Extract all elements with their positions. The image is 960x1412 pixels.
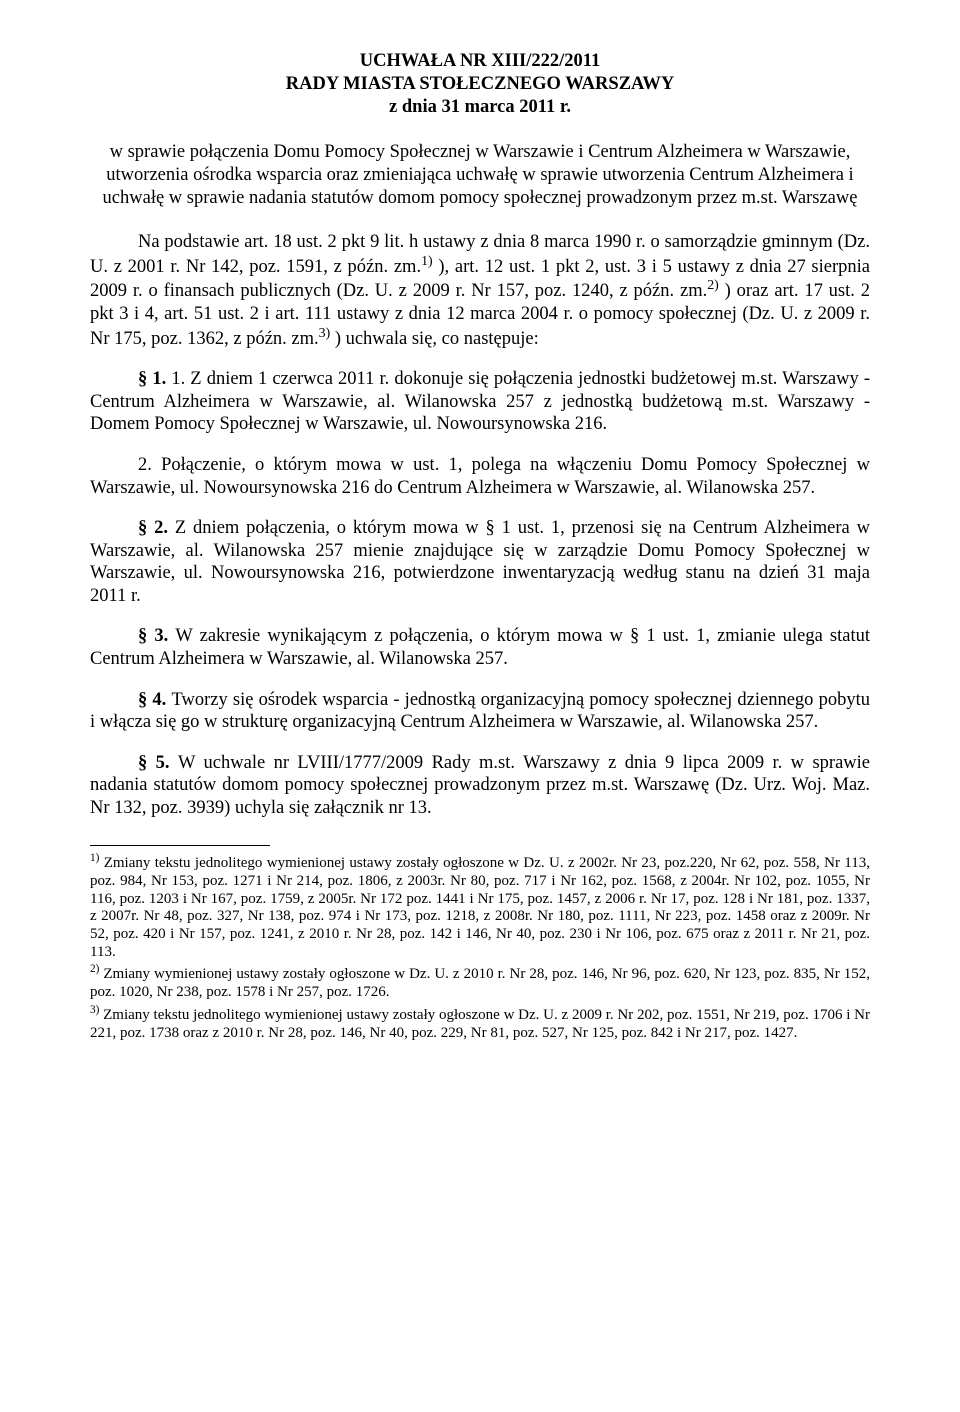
footnote-1-text: Zmiany tekstu jednolitego wymienionej us…: [90, 855, 870, 959]
resolution-subject: w sprawie połączenia Domu Pomocy Społecz…: [90, 141, 870, 209]
section-5-lead: § 5.: [138, 753, 178, 773]
section-5: § 5. W uchwale nr LVIII/1777/2009 Rady m…: [90, 752, 870, 820]
section-1-1: § 1. 1. Z dniem 1 czerwca 2011 r. dokonu…: [90, 368, 870, 436]
section-2-lead: § 2.: [138, 518, 175, 538]
section-4-lead: § 4.: [138, 690, 172, 710]
section-4: § 4. Tworzy się ośrodek wsparcia - jedno…: [90, 689, 870, 734]
section-1-lead: § 1.: [138, 369, 171, 389]
resolution-date: z dnia 31 marca 2011 r.: [90, 96, 870, 119]
footnote-2-sup: 2): [90, 963, 99, 975]
resolution-number: UCHWAŁA NR XIII/222/2011: [90, 50, 870, 73]
section-1-1-text: 1. Z dniem 1 czerwca 2011 r. dokonuje si…: [90, 369, 870, 434]
footnotes: 1) Zmiany tekstu jednolitego wymienionej…: [90, 852, 870, 1042]
footnote-2: 2) Zmiany wymienionej ustawy zostały ogł…: [90, 963, 870, 1001]
footnote-1: 1) Zmiany tekstu jednolitego wymienionej…: [90, 852, 870, 961]
section-2: § 2. Z dniem połączenia, o którym mowa w…: [90, 517, 870, 607]
footnote-3-text: Zmiany tekstu jednolitego wymienionej us…: [90, 1007, 870, 1041]
footnote-ref-1: 1): [421, 254, 433, 269]
section-3-text: W zakresie wynikającym z połączenia, o k…: [90, 626, 870, 669]
preamble: Na podstawie art. 18 ust. 2 pkt 9 lit. h…: [90, 231, 870, 350]
footnotes-separator: [90, 845, 270, 846]
section-4-text: Tworzy się ośrodek wsparcia - jednostką …: [90, 690, 870, 733]
footnote-ref-2: 2): [707, 278, 719, 293]
footnote-1-sup: 1): [90, 852, 99, 864]
footnote-2-text: Zmiany wymienionej ustawy zostały ogłosz…: [90, 966, 870, 1000]
footnote-3: 3) Zmiany tekstu jednolitego wymienionej…: [90, 1004, 870, 1042]
section-5-text: W uchwale nr LVIII/1777/2009 Rady m.st. …: [90, 753, 870, 818]
footnote-ref-3: 3): [319, 326, 331, 341]
preamble-part4: ) uchwala się, co następuje:: [330, 329, 539, 349]
footnote-3-sup: 3): [90, 1004, 99, 1016]
document-page: UCHWAŁA NR XIII/222/2011 RADY MIASTA STO…: [0, 0, 960, 1412]
council-name: RADY MIASTA STOŁECZNEGO WARSZAWY: [90, 73, 870, 96]
section-1-2: 2. Połączenie, o którym mowa w ust. 1, p…: [90, 454, 870, 499]
section-2-text: Z dniem połączenia, o którym mowa w § 1 …: [90, 518, 870, 606]
document-body: Na podstawie art. 18 ust. 2 pkt 9 lit. h…: [90, 231, 870, 819]
section-3-lead: § 3.: [138, 626, 175, 646]
section-3: § 3. W zakresie wynikającym z połączenia…: [90, 625, 870, 670]
document-header: UCHWAŁA NR XIII/222/2011 RADY MIASTA STO…: [90, 50, 870, 119]
